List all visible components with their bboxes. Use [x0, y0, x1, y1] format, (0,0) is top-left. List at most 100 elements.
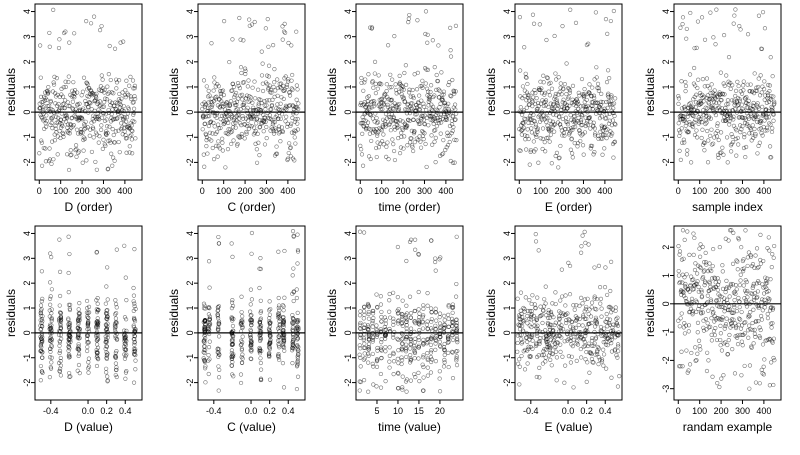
data-point — [102, 87, 107, 92]
data-point — [57, 343, 62, 348]
data-point — [104, 117, 109, 122]
data-point — [404, 326, 409, 331]
data-point — [284, 84, 289, 90]
data-point — [525, 321, 530, 326]
data-point — [529, 126, 534, 131]
data-point — [76, 351, 82, 357]
data-point — [695, 19, 701, 24]
data-point — [449, 122, 455, 127]
data-point — [247, 17, 252, 22]
data-point — [601, 340, 606, 345]
data-point — [764, 100, 769, 105]
data-point — [577, 128, 582, 133]
data-point — [263, 107, 268, 112]
data-point — [406, 16, 411, 21]
data-point — [574, 341, 579, 346]
y-tick-label: -2 — [502, 158, 512, 166]
data-point — [609, 310, 614, 315]
data-point — [677, 280, 682, 286]
data-point — [605, 292, 610, 298]
y-tick-label: 2 — [502, 59, 512, 64]
data-point — [58, 310, 64, 316]
data-point — [99, 115, 105, 120]
data-point — [722, 92, 727, 97]
data-point — [103, 336, 109, 342]
data-point — [533, 305, 538, 310]
data-point — [114, 365, 119, 370]
data-point — [376, 129, 381, 134]
data-point — [281, 338, 286, 343]
data-point — [209, 104, 215, 110]
data-point — [230, 254, 235, 259]
data-point — [598, 105, 603, 110]
data-point — [702, 260, 707, 265]
data-point — [451, 89, 457, 94]
data-point — [94, 363, 100, 369]
data-point — [515, 340, 520, 346]
data-point — [123, 95, 128, 100]
data-point — [733, 282, 738, 288]
data-point — [281, 83, 286, 88]
x-tick-label: -0.4 — [43, 406, 59, 416]
data-point — [113, 324, 119, 329]
data-point — [263, 26, 268, 31]
data-point — [747, 323, 752, 328]
data-point — [390, 106, 395, 111]
data-point — [296, 101, 301, 106]
data-point — [268, 88, 273, 93]
data-point — [366, 360, 371, 365]
data-point — [582, 87, 587, 92]
x-tick-label: 300 — [417, 186, 432, 196]
data-point — [597, 111, 602, 116]
data-point — [686, 129, 691, 134]
data-point — [579, 335, 584, 340]
data-point — [768, 55, 773, 60]
data-point — [262, 142, 268, 147]
data-point — [770, 307, 775, 312]
data-point — [538, 304, 543, 309]
data-point — [748, 106, 753, 111]
data-point — [547, 139, 552, 144]
data-point — [122, 115, 127, 120]
data-point — [446, 350, 451, 355]
data-point — [114, 349, 119, 354]
data-point — [592, 341, 597, 346]
data-point — [229, 241, 234, 246]
data-point — [294, 83, 299, 88]
data-point — [712, 135, 717, 140]
data-point — [276, 314, 282, 319]
data-point — [613, 305, 618, 310]
data-point — [432, 65, 437, 70]
data-point — [535, 108, 540, 114]
data-point — [83, 119, 88, 124]
data-point — [201, 339, 206, 344]
y-tick-label: 2 — [661, 59, 671, 64]
data-point — [293, 117, 298, 122]
data-point — [604, 116, 609, 121]
data-point — [746, 315, 751, 320]
data-point — [399, 87, 405, 92]
data-point — [201, 350, 206, 355]
data-point — [220, 136, 225, 141]
data-point — [585, 343, 591, 349]
data-point — [695, 351, 700, 356]
data-point — [216, 364, 221, 369]
data-point — [38, 334, 43, 339]
data-point — [615, 333, 621, 338]
data-point — [585, 296, 590, 301]
data-point — [93, 93, 98, 99]
data-point — [238, 37, 243, 42]
data-point — [567, 90, 572, 96]
data-point — [96, 140, 101, 145]
data-point — [686, 302, 691, 307]
data-point — [280, 303, 285, 308]
data-point — [421, 375, 426, 380]
data-point — [441, 364, 447, 369]
data-point — [244, 93, 250, 98]
y-tick-label: 0 — [185, 330, 195, 335]
data-point — [579, 244, 584, 249]
data-point — [66, 324, 71, 329]
data-point — [429, 319, 434, 324]
data-point — [287, 141, 292, 146]
data-point — [211, 156, 217, 162]
